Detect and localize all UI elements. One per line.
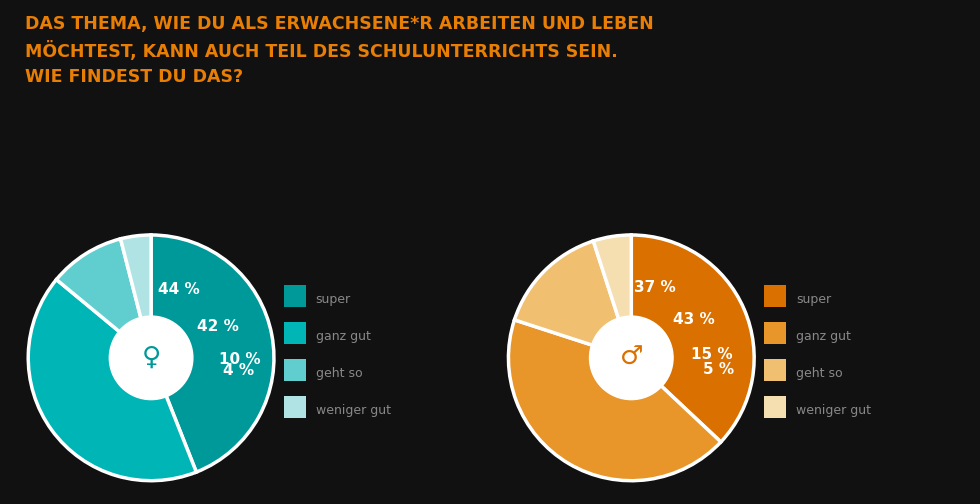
Bar xyxy=(764,396,786,418)
Bar xyxy=(284,322,306,344)
Text: geht so: geht so xyxy=(796,367,843,380)
Bar xyxy=(764,322,786,344)
Text: 5 %: 5 % xyxy=(704,362,735,377)
Text: 44 %: 44 % xyxy=(158,282,200,297)
Text: ♀: ♀ xyxy=(141,345,161,371)
Wedge shape xyxy=(514,241,631,358)
Wedge shape xyxy=(121,235,151,358)
Wedge shape xyxy=(509,320,721,481)
Wedge shape xyxy=(631,235,755,442)
Text: ganz gut: ganz gut xyxy=(796,330,851,343)
Wedge shape xyxy=(57,239,151,358)
Bar xyxy=(764,359,786,381)
Wedge shape xyxy=(28,280,196,481)
Text: 43 %: 43 % xyxy=(673,312,715,327)
Text: ganz gut: ganz gut xyxy=(316,330,370,343)
Bar xyxy=(764,285,786,307)
Text: super: super xyxy=(316,293,351,306)
Text: DAS THEMA, WIE DU ALS ERWACHSENE*R ARBEITEN UND LEBEN
MÖCHTEST, KANN AUCH TEIL D: DAS THEMA, WIE DU ALS ERWACHSENE*R ARBEI… xyxy=(24,15,654,86)
Wedge shape xyxy=(593,235,631,358)
Text: geht so: geht so xyxy=(316,367,363,380)
Bar xyxy=(284,285,306,307)
Text: 4 %: 4 % xyxy=(223,363,254,377)
Text: 15 %: 15 % xyxy=(692,347,733,362)
Bar xyxy=(284,359,306,381)
Text: 42 %: 42 % xyxy=(197,319,239,334)
Text: weniger gut: weniger gut xyxy=(796,404,871,417)
Text: 37 %: 37 % xyxy=(634,280,675,295)
Circle shape xyxy=(110,316,193,400)
Text: weniger gut: weniger gut xyxy=(316,404,391,417)
Bar xyxy=(284,396,306,418)
Text: 10 %: 10 % xyxy=(219,352,261,367)
Wedge shape xyxy=(151,235,274,472)
Circle shape xyxy=(590,316,673,400)
Text: ♂: ♂ xyxy=(619,345,643,371)
Text: super: super xyxy=(796,293,831,306)
